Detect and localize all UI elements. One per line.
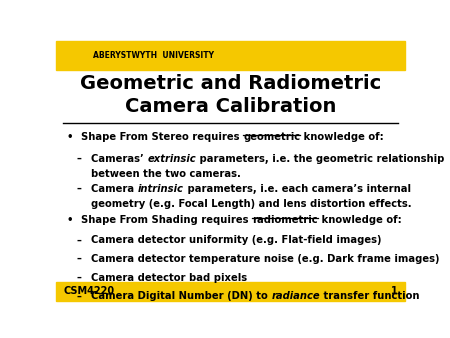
Text: Cameras’: Cameras’ xyxy=(91,153,148,164)
Text: ABERYSTWYTH  UNIVERSITY: ABERYSTWYTH UNIVERSITY xyxy=(94,51,214,60)
Text: radiance: radiance xyxy=(271,291,320,301)
Text: Camera Calibration: Camera Calibration xyxy=(125,97,336,116)
Text: –: – xyxy=(76,153,81,164)
Text: Shape From Shading requires: Shape From Shading requires xyxy=(81,215,252,225)
Text: 1: 1 xyxy=(391,286,398,296)
Text: radiometric: radiometric xyxy=(252,215,318,225)
Text: geometric: geometric xyxy=(243,132,301,142)
Text: parameters, i.e. the geometric relationship: parameters, i.e. the geometric relations… xyxy=(196,153,445,164)
Text: Camera detector uniformity (e.g. Flat-field images): Camera detector uniformity (e.g. Flat-fi… xyxy=(91,235,382,245)
Bar xyxy=(56,41,405,71)
Text: Geometric and Radiometric: Geometric and Radiometric xyxy=(80,74,381,93)
Text: extrinsic: extrinsic xyxy=(148,153,196,164)
Text: knowledge of:: knowledge of: xyxy=(318,215,402,225)
Text: Shape From Stereo requires: Shape From Stereo requires xyxy=(81,132,243,142)
Text: intrinsic: intrinsic xyxy=(138,184,184,194)
Text: –: – xyxy=(76,184,81,194)
Text: •: • xyxy=(67,132,73,142)
Text: •: • xyxy=(67,215,73,225)
Text: Camera detector bad pixels: Camera detector bad pixels xyxy=(91,273,247,283)
Text: –: – xyxy=(76,254,81,264)
Text: geometry (e.g. Focal Length) and lens distortion effects.: geometry (e.g. Focal Length) and lens di… xyxy=(91,199,412,209)
Text: –: – xyxy=(76,273,81,283)
Text: Camera detector temperature noise (e.g. Dark frame images): Camera detector temperature noise (e.g. … xyxy=(91,254,440,264)
Text: between the two cameras.: between the two cameras. xyxy=(91,169,241,178)
Text: parameters, i.e. each camera’s internal: parameters, i.e. each camera’s internal xyxy=(184,184,410,194)
Text: Camera: Camera xyxy=(91,184,138,194)
Text: transfer function: transfer function xyxy=(320,291,419,301)
Text: Camera Digital Number (DN) to: Camera Digital Number (DN) to xyxy=(91,291,271,301)
Text: knowledge of:: knowledge of: xyxy=(301,132,384,142)
Text: –: – xyxy=(76,291,81,301)
Text: CSM4220: CSM4220 xyxy=(63,286,114,296)
Bar xyxy=(56,282,405,301)
Text: –: – xyxy=(76,235,81,245)
